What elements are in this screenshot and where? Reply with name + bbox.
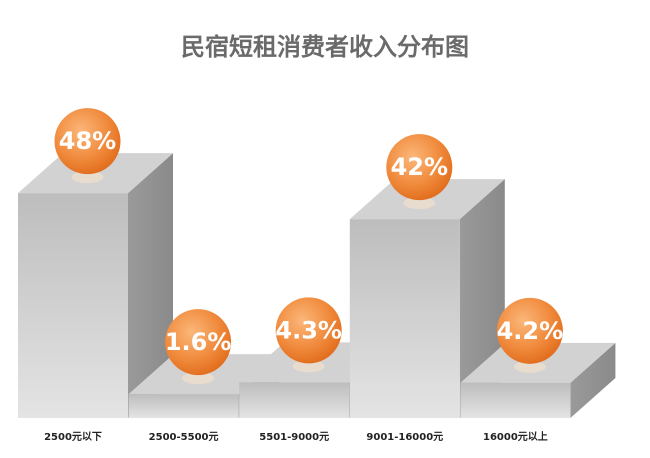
x-tick-label: 5501-9000元 [259,431,329,443]
x-tick-label: 2500-5500元 [149,431,219,443]
value-label: 42% [391,153,448,181]
value-label: 4.2% [497,317,564,345]
value-label: 4.3% [275,316,342,344]
bar [460,382,571,418]
bar [239,382,350,418]
x-tick-label: 2500元以下 [44,431,102,443]
label-bubble [275,297,342,364]
label-bubble [54,108,121,175]
bubble-shadow [292,360,325,373]
label-bubble [496,297,563,364]
chart-title: 民宿短租消费者收入分布图 [181,33,469,61]
value-label: 48% [59,127,116,155]
label-bubble [165,309,232,376]
bubble-shadow [513,360,546,373]
bubble-shadow [403,197,436,210]
bar [349,219,460,418]
x-tick-label: 16000元以上 [483,430,548,443]
bar-side [128,153,173,418]
bubble-shadow [182,372,215,385]
bar [128,394,239,418]
value-label: 1.6% [165,328,232,356]
x-tick-label: 9001-16000元 [366,431,443,443]
bar-side [570,342,616,418]
label-bubble [386,134,453,201]
bar [18,193,128,418]
bubble-shadow [71,171,104,184]
